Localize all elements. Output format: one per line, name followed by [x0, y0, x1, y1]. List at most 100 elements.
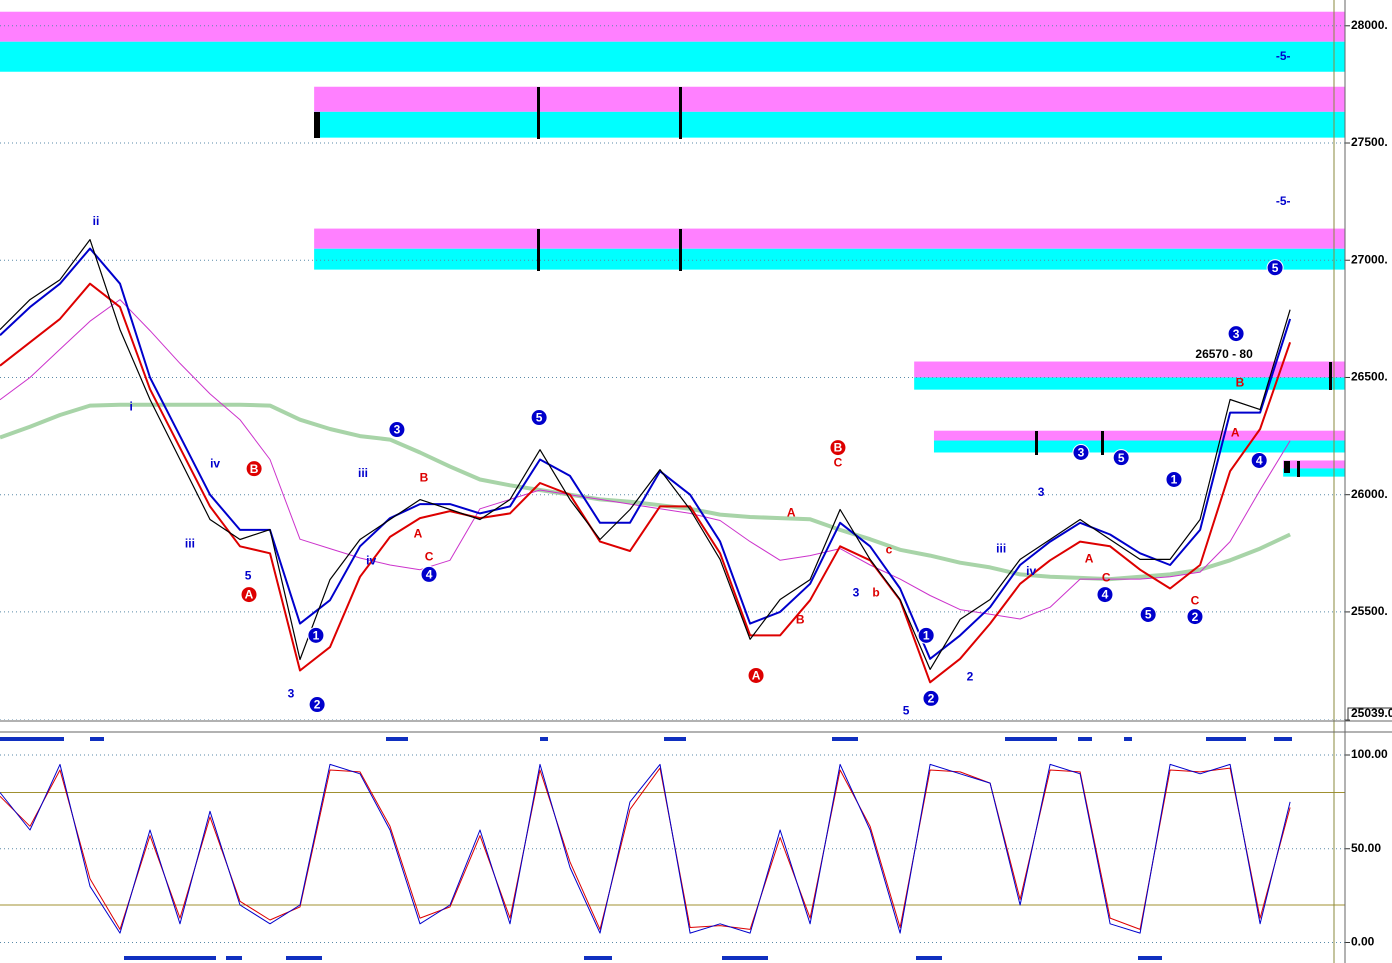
wave-label: 2: [314, 698, 321, 712]
zone-upper: [933, 430, 1345, 441]
y-tick-label: 26500.: [1351, 370, 1388, 384]
zone-upper: [314, 86, 1345, 112]
wave-label: 4: [1256, 454, 1263, 468]
series-line: [0, 299, 1291, 620]
wave-circle: [1165, 470, 1183, 488]
wave-label: C: [1102, 571, 1111, 585]
wave-label: 1: [923, 629, 930, 643]
zone-marker: [1101, 431, 1104, 455]
wave-label: 2: [967, 670, 974, 684]
wave-label: C: [425, 550, 434, 564]
wave-label: iv: [1026, 564, 1036, 578]
wave-label: iv: [210, 457, 220, 471]
y-tick-label: 25500.: [1351, 604, 1388, 618]
wave-label: -5-: [1276, 49, 1291, 63]
wave-label: 5: [536, 411, 543, 425]
wave-label: A: [1231, 426, 1240, 440]
wave-label: iii: [996, 542, 1006, 556]
wave-label: i: [129, 400, 132, 414]
series-line: [0, 282, 1292, 684]
y-tick-label: 100.00: [1351, 747, 1388, 761]
zone-marker: [1329, 362, 1332, 390]
wave-circle: [917, 626, 935, 644]
wave-label: b: [872, 586, 879, 600]
wave-label: 5: [903, 703, 910, 717]
signal-bar: [1206, 737, 1246, 741]
y-tick-label: 25039.0: [1351, 706, 1392, 720]
signal-bar: [1138, 956, 1162, 960]
wave-label: 1: [1171, 473, 1178, 487]
wave-label: 1: [313, 629, 320, 643]
zone-marker: [679, 87, 682, 139]
y-tick-label: 27500.: [1351, 135, 1388, 149]
signal-bar: [1124, 737, 1132, 741]
wave-label: 4: [1102, 588, 1109, 602]
wave-label: 3: [853, 586, 860, 600]
signal-bar: [1274, 737, 1292, 741]
wave-circle: [1072, 443, 1090, 461]
zone-marker: [1284, 461, 1290, 473]
y-tick-label: 28000.: [1351, 18, 1388, 32]
wave-circle: [922, 689, 940, 707]
signal-bar: [226, 956, 242, 960]
signal-bar: [90, 737, 104, 741]
series-line: [0, 402, 1291, 582]
y-tick-label: 50.00: [1351, 841, 1381, 855]
wave-circle: [1250, 451, 1268, 469]
y-tick-label: 26000.: [1351, 487, 1388, 501]
wave-label: iii: [358, 466, 368, 480]
signal-bar: [0, 737, 64, 741]
signal-bar: [1005, 737, 1057, 741]
zone-lower: [1283, 468, 1345, 477]
signal-bar: [540, 737, 548, 741]
signal-bar: [286, 956, 322, 960]
wave-circle: [530, 409, 548, 427]
series-line: [0, 763, 1291, 934]
zone-upper: [914, 361, 1345, 378]
signal-bar: [664, 737, 686, 741]
series-line: [0, 239, 1291, 670]
wave-circle: [829, 439, 847, 457]
wave-label: 5: [1272, 261, 1279, 275]
wave-label: 3: [1078, 446, 1085, 460]
plot: [0, 754, 1345, 943]
zone-marker: [1297, 461, 1300, 477]
zone-lower: [314, 248, 1345, 270]
signal-bar: [124, 956, 216, 960]
wave-circle: [388, 421, 406, 439]
zone-marker: [1035, 431, 1038, 455]
zone-marker: [537, 87, 540, 139]
wave-label: C: [834, 456, 843, 470]
wave-circle: [1266, 259, 1284, 277]
wave-label: A: [752, 669, 761, 683]
series-line: [0, 247, 1292, 660]
zone-upper: [1283, 460, 1345, 469]
wave-circle: [307, 626, 325, 644]
wave-circle: [240, 586, 258, 604]
wave-circle: [1186, 608, 1204, 626]
wave-label: B: [1236, 376, 1245, 390]
wave-label: 2: [928, 692, 935, 706]
zone-upper: [314, 228, 1345, 249]
signal-bar: [916, 956, 942, 960]
wave-circle: [747, 666, 765, 684]
zone-lower: [914, 377, 1345, 390]
signal-bar: [584, 956, 612, 960]
wave-label: 3: [394, 423, 401, 437]
zone-marker: [314, 112, 320, 138]
wave-circle: [1096, 586, 1114, 604]
wave-circle: [308, 696, 326, 714]
wave-label: -5-: [1276, 194, 1291, 208]
wave-label: A: [787, 506, 796, 520]
zone-marker: [679, 229, 682, 271]
wave-label: B: [834, 441, 843, 455]
y-tick-label: 0.00: [1351, 935, 1375, 949]
zone-marker: [537, 229, 540, 271]
signal-bar: [386, 737, 408, 741]
zone-upper: [0, 11, 1345, 42]
zone-markers: [314, 87, 1332, 477]
wave-label: c: [886, 543, 893, 557]
